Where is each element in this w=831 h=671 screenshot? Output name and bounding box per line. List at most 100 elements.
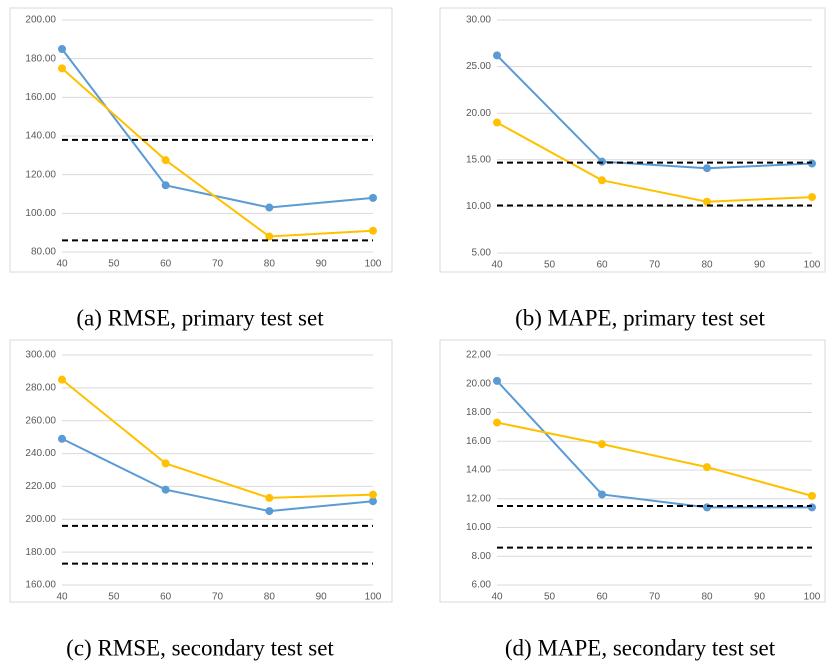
x-tick-label: 70 <box>212 592 224 603</box>
data-point <box>598 176 606 185</box>
data-point <box>58 434 66 443</box>
data-point <box>808 491 816 500</box>
y-tick-label: 220.00 <box>25 481 56 492</box>
x-tick-label: 50 <box>108 259 120 270</box>
data-point <box>493 118 501 127</box>
x-tick-label: 80 <box>264 592 276 603</box>
data-point <box>703 197 711 206</box>
x-tick-label: 90 <box>754 260 766 271</box>
y-tick-label: 12.00 <box>466 493 491 504</box>
x-tick-label: 50 <box>544 260 556 271</box>
x-tick-label: 50 <box>108 592 120 603</box>
series-line <box>496 380 812 509</box>
x-tick-label: 70 <box>212 259 224 270</box>
x-tick-label: 60 <box>160 259 172 270</box>
y-tick-label: 180.00 <box>25 547 56 558</box>
x-tick-label: 70 <box>649 592 661 603</box>
x-tick-label: 40 <box>56 259 68 270</box>
y-tick-label: 140.00 <box>25 131 56 142</box>
y-tick-label: 120.00 <box>25 169 56 180</box>
x-tick-label: 60 <box>160 592 172 603</box>
series-line <box>496 54 813 170</box>
y-tick-label: 300.00 <box>25 350 56 361</box>
y-tick-label: 10.00 <box>466 522 491 533</box>
series-line <box>496 421 813 497</box>
y-tick-label: 160.00 <box>25 92 56 103</box>
data-point <box>598 440 606 449</box>
data-point <box>161 181 170 190</box>
panel-frame <box>439 7 826 273</box>
data-point <box>369 226 377 235</box>
series-line <box>61 437 374 513</box>
x-tick-label: 80 <box>701 260 713 271</box>
series-line <box>61 378 374 499</box>
panel-frame <box>9 7 393 273</box>
data-point <box>265 507 274 516</box>
panel-frame <box>439 339 826 603</box>
data-point <box>703 503 711 512</box>
data-point <box>161 156 170 165</box>
y-tick-label: 22.00 <box>466 350 491 361</box>
data-point <box>265 203 274 212</box>
data-point <box>265 493 274 502</box>
y-tick-label: 200.00 <box>25 514 56 525</box>
caption: (b) MAPE, primary test set <box>515 305 765 330</box>
data-point <box>58 64 66 73</box>
x-tick-label: 80 <box>701 592 713 603</box>
data-point <box>493 418 501 427</box>
data-point <box>161 485 170 494</box>
x-tick-label: 60 <box>596 592 608 603</box>
data-point <box>703 463 711 472</box>
series-line <box>496 121 813 203</box>
x-tick-label: 40 <box>491 260 503 271</box>
y-tick-label: 260.00 <box>25 415 56 426</box>
data-point <box>598 490 606 499</box>
x-tick-label: 90 <box>316 259 328 270</box>
x-tick-label: 90 <box>316 592 328 603</box>
y-tick-label: 6.00 <box>472 580 492 591</box>
data-point <box>265 232 274 241</box>
data-point <box>161 459 170 468</box>
x-tick-label: 40 <box>491 592 503 603</box>
series-line <box>61 67 374 238</box>
x-tick-label: 40 <box>56 592 68 603</box>
x-tick-label: 70 <box>649 260 661 271</box>
y-tick-label: 10.00 <box>466 201 491 212</box>
y-tick-label: 5.00 <box>472 248 492 259</box>
y-tick-label: 25.00 <box>466 61 491 72</box>
x-tick-label: 100 <box>804 592 821 603</box>
x-tick-label: 90 <box>754 592 766 603</box>
y-tick-label: 160.00 <box>25 580 56 591</box>
y-tick-label: 30.00 <box>466 15 491 26</box>
y-tick-label: 18.00 <box>466 407 491 418</box>
data-point <box>703 164 711 173</box>
x-tick-label: 80 <box>264 259 276 270</box>
x-tick-label: 100 <box>365 259 382 270</box>
data-point <box>369 497 377 506</box>
y-tick-label: 80.00 <box>31 247 56 258</box>
y-tick-label: 100.00 <box>25 208 56 219</box>
data-point <box>58 45 66 53</box>
x-tick-label: 100 <box>365 592 382 603</box>
data-point <box>369 490 377 499</box>
x-tick-label: 100 <box>804 260 821 271</box>
data-point <box>369 193 377 202</box>
y-tick-label: 16.00 <box>466 436 491 447</box>
y-tick-label: 200.00 <box>25 15 56 26</box>
x-tick-label: 50 <box>544 592 556 603</box>
caption: (c) RMSE, secondary test set <box>66 635 334 660</box>
y-tick-label: 20.00 <box>466 378 491 389</box>
data-point <box>58 375 66 384</box>
x-tick-label: 60 <box>596 260 608 271</box>
panel-frame <box>9 339 393 603</box>
caption: (a) RMSE, primary test set <box>76 305 324 330</box>
y-tick-label: 280.00 <box>25 382 56 393</box>
data-point <box>808 503 816 512</box>
y-tick-label: 8.00 <box>472 551 492 562</box>
y-tick-label: 15.00 <box>466 154 491 165</box>
y-tick-label: 180.00 <box>25 53 56 64</box>
data-point <box>493 376 501 385</box>
y-tick-label: 20.00 <box>466 108 491 119</box>
y-tick-label: 14.00 <box>466 465 491 476</box>
